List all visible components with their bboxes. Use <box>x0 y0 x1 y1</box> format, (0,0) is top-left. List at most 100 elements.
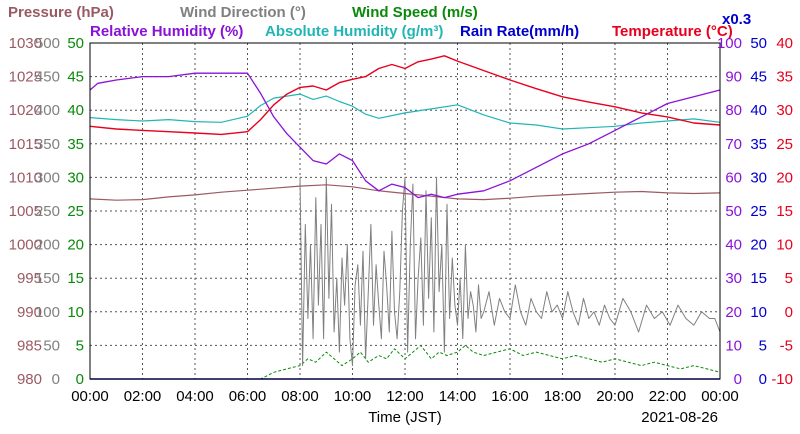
ytick-pressure: 995 <box>17 270 42 287</box>
ytick-temperature: 35 <box>776 69 793 86</box>
legend-relative_humidity: Relative Humidity (%) <box>90 23 243 40</box>
ytick-wind_speed: 45 <box>67 69 84 86</box>
legend-absolute_humidity: Absolute Humidity (g/m³) <box>265 23 443 40</box>
ytick-pressure: 1010 <box>9 169 42 186</box>
legend-wind_speed: Wind Speed (m/s) <box>352 4 478 21</box>
ytick-wind_direction: 50 <box>43 337 60 354</box>
series-wind_speed <box>90 344 721 380</box>
ytick-rain_rate: 0 <box>759 371 767 388</box>
legend-rain-multiplier: x0.3 <box>722 11 751 28</box>
ytick-pressure: 980 <box>17 371 42 388</box>
ytick-pressure: 985 <box>17 337 42 354</box>
ytick-wind_direction: 150 <box>35 270 60 287</box>
ytick-rain_rate: 30 <box>750 169 767 186</box>
ytick-temperature: 40 <box>776 35 793 52</box>
ytick-pressure: 1005 <box>9 203 42 220</box>
series-wind_direction <box>299 176 721 367</box>
ytick-temperature: 0 <box>785 304 793 321</box>
xtick: 18:00 <box>544 388 582 405</box>
series-pressure <box>89 184 721 201</box>
x-axis-ticks: 00:00 02:00 04:00 06:00 08:00 10:00 12:00 14:00… <box>71 388 739 405</box>
ytick-wind_direction: 350 <box>35 136 60 153</box>
ytick-relative_humidity: 10 <box>725 337 742 354</box>
ytick-rain_rate: 15 <box>750 270 767 287</box>
ytick-wind_speed: 5 <box>76 337 84 354</box>
ytick-wind_speed: 25 <box>67 203 84 220</box>
series-absolute_humidity <box>89 93 721 130</box>
ytick-rain_rate: 20 <box>750 237 767 254</box>
ytick-wind_speed: 35 <box>67 136 84 153</box>
date-label: 2021-08-26 <box>641 409 718 426</box>
ytick-temperature: 20 <box>776 169 793 186</box>
ytick-rain_rate: 45 <box>750 69 767 86</box>
xtick: 12:00 <box>386 388 424 405</box>
ytick-wind_direction: 500 <box>35 35 60 52</box>
ytick-relative_humidity: 60 <box>725 169 742 186</box>
ytick-pressure: 1015 <box>9 136 42 153</box>
ytick-temperature: -5 <box>780 337 793 354</box>
ytick-pressure: 1025 <box>9 69 42 86</box>
ytick-temperature: 30 <box>776 102 793 119</box>
xtick: 02:00 <box>124 388 162 405</box>
xtick: 00:00 <box>71 388 109 405</box>
plot-frame <box>89 42 721 380</box>
ytick-wind_speed: 20 <box>67 237 84 254</box>
ytick-wind_speed: 50 <box>67 35 84 52</box>
gridlines <box>90 43 720 379</box>
ytick-pressure: 1020 <box>9 102 42 119</box>
xtick: 04:00 <box>176 388 214 405</box>
series-temperature <box>89 55 721 136</box>
ytick-pressure: 1000 <box>9 237 42 254</box>
ytick-pressure: 990 <box>17 304 42 321</box>
ytick-relative_humidity: 20 <box>725 304 742 321</box>
ytick-rain_rate: 25 <box>750 203 767 220</box>
ytick-wind_direction: 250 <box>35 203 60 220</box>
ytick-relative_humidity: 90 <box>725 69 742 86</box>
ytick-temperature: 10 <box>776 237 793 254</box>
ytick-rain_rate: 5 <box>759 337 767 354</box>
xtick: 06:00 <box>229 388 267 405</box>
legend-pressure: Pressure (hPa) <box>8 4 114 21</box>
ytick-wind_speed: 30 <box>67 169 84 186</box>
ytick-pressure: 1030 <box>9 35 42 52</box>
ytick-rain_rate: 35 <box>750 136 767 153</box>
ytick-temperature: 5 <box>785 270 793 287</box>
ytick-rain_rate: 50 <box>750 35 767 52</box>
legend-temperature: Temperature (°C) <box>612 23 733 40</box>
ytick-wind_direction: 400 <box>35 102 60 119</box>
xtick: 16:00 <box>491 388 529 405</box>
legend-rain_rate: Rain Rate(mm/h) <box>460 23 579 40</box>
legend: Pressure (hPa) Wind Direction (°) Wind Spe… <box>8 4 751 40</box>
ytick-temperature: 25 <box>776 136 793 153</box>
ytick-wind_direction: 0 <box>52 371 60 388</box>
ytick-rain_rate: 40 <box>750 102 767 119</box>
ytick-wind_direction: 100 <box>35 304 60 321</box>
xtick: 08:00 <box>281 388 319 405</box>
ytick-wind_speed: 15 <box>67 270 84 287</box>
ytick-rain_rate: 10 <box>750 304 767 321</box>
ytick-relative_humidity: 80 <box>725 102 742 119</box>
ytick-relative_humidity: 40 <box>725 237 742 254</box>
ytick-wind_direction: 450 <box>35 69 60 86</box>
ytick-relative_humidity: 50 <box>725 203 742 220</box>
xtick: 10:00 <box>334 388 372 405</box>
x-axis-label: Time (JST) <box>368 409 442 426</box>
series-relative_humidity <box>89 72 721 199</box>
xtick: 00:00 <box>701 388 739 405</box>
xtick: 20:00 <box>596 388 634 405</box>
legend-wind_direction: Wind Direction (°) <box>180 4 306 21</box>
ytick-wind_speed: 40 <box>67 102 84 119</box>
ytick-wind_direction: 300 <box>35 169 60 186</box>
y-axis-ticks: 9809859909951000100510101015102010251030… <box>9 35 793 388</box>
xtick: 22:00 <box>649 388 687 405</box>
ytick-wind_direction: 200 <box>35 237 60 254</box>
xtick: 14:00 <box>439 388 477 405</box>
ytick-wind_speed: 0 <box>76 371 84 388</box>
ytick-wind_speed: 10 <box>67 304 84 321</box>
ytick-temperature: 15 <box>776 203 793 220</box>
ytick-relative_humidity: 70 <box>725 136 742 153</box>
ytick-temperature: -10 <box>771 371 793 388</box>
ytick-relative_humidity: 0 <box>734 371 742 388</box>
ytick-relative_humidity: 30 <box>725 270 742 287</box>
